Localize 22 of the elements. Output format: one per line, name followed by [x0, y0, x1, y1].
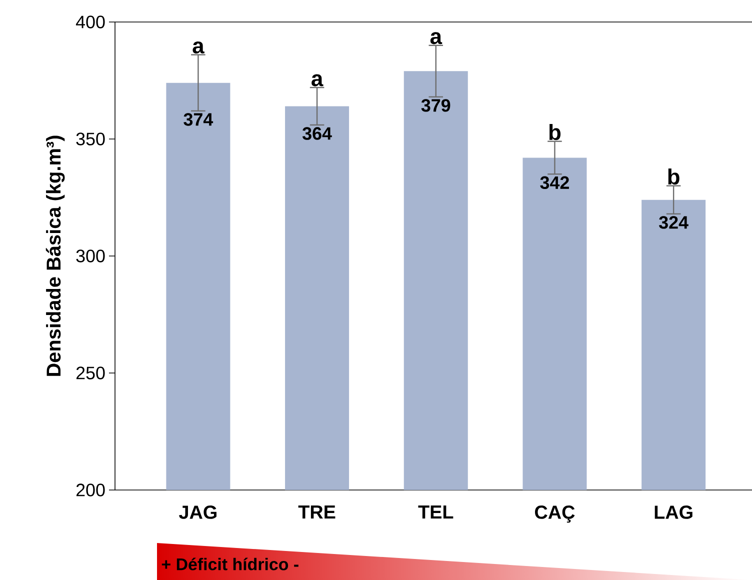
data-label: 374 — [184, 113, 214, 126]
x-tick-label: TRE — [298, 506, 336, 519]
data-label: 364 — [302, 127, 332, 140]
data-label: 379 — [421, 99, 450, 112]
y-tick-label: 300 — [76, 250, 105, 262]
x-tick-label: TEL — [418, 506, 454, 519]
data-label: 324 — [659, 216, 688, 229]
annotation: b — [549, 124, 561, 140]
y-tick-label: 350 — [76, 132, 105, 146]
text: + Déficit hídrico - — [162, 558, 298, 570]
y-tick-label: 400 — [76, 16, 105, 28]
annotation: a — [192, 42, 204, 54]
annotation: a — [312, 74, 324, 86]
x-tick-label: CAÇ — [535, 506, 575, 523]
x-tick-label: LAG — [654, 506, 692, 519]
y-axis-title: Densidade Básica (kg.m³) — [46, 136, 65, 376]
annotation: b — [668, 168, 680, 185]
x-tick-label: JAG — [179, 506, 216, 519]
y-tick-label: 250 — [76, 366, 105, 380]
y-tick-label: 200 — [76, 484, 105, 496]
annotation: a — [430, 32, 442, 44]
data-label: 342 — [540, 176, 569, 190]
